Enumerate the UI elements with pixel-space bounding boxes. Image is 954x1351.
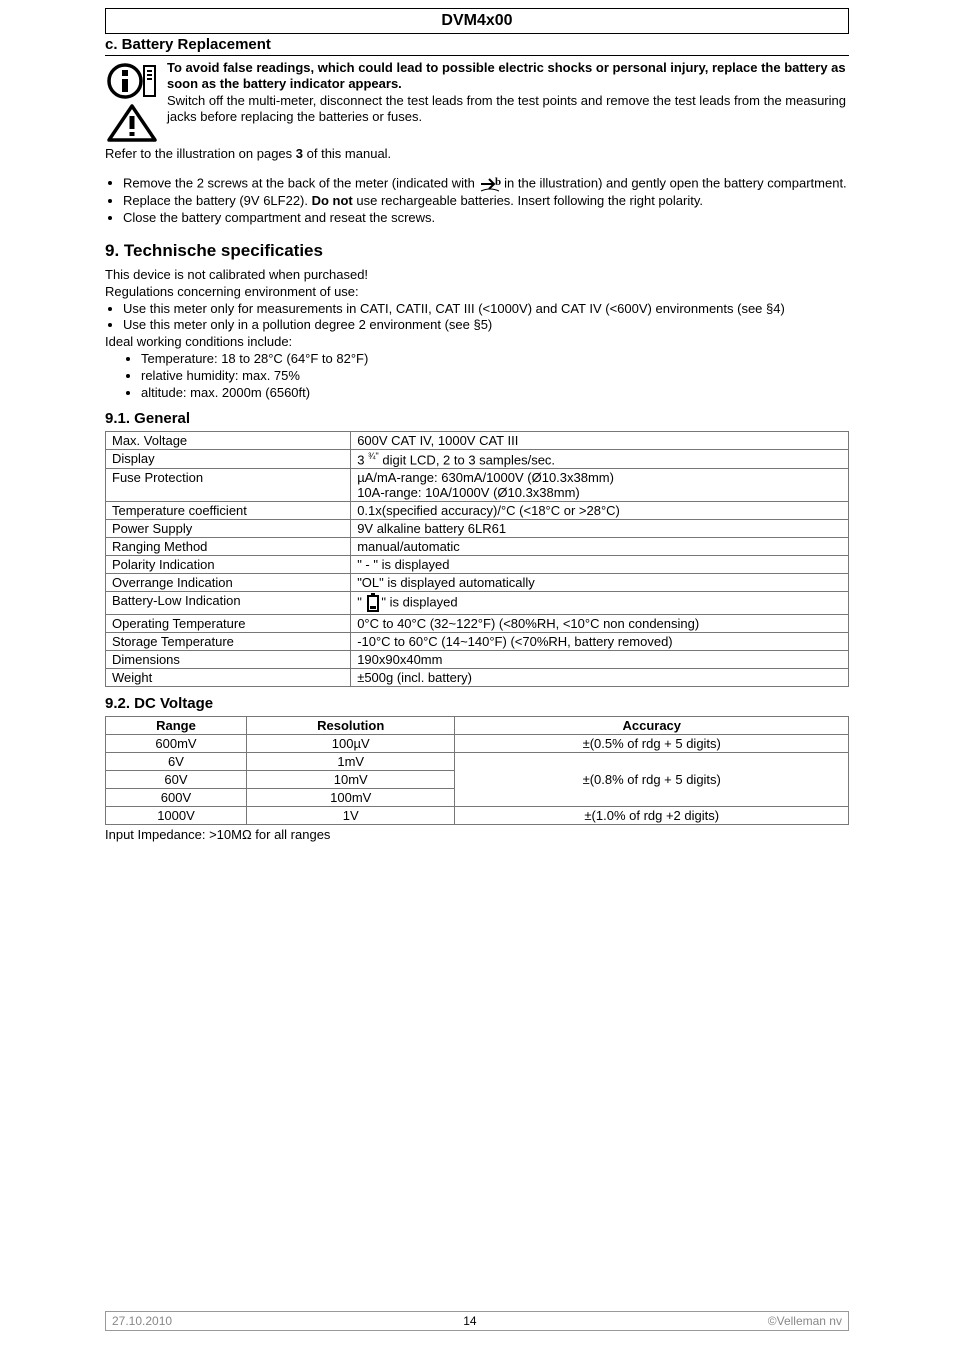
impedance-note: Input Impedance: >10MΩ for all ranges xyxy=(105,827,849,842)
read-manual-icon xyxy=(105,60,159,102)
spec-value: " " is displayed xyxy=(351,592,849,615)
dc-resolution: 100mV xyxy=(246,789,455,807)
spec-value: " - " is displayed xyxy=(351,556,849,574)
spec-key: Polarity Indication xyxy=(106,556,351,574)
spec-key: Weight xyxy=(106,669,351,687)
regs-l3: Ideal working conditions include: xyxy=(105,334,849,351)
refer-line: Refer to the illustration on pages 3 of … xyxy=(105,146,849,161)
screw-arrow-icon: b xyxy=(479,175,501,193)
dc-range: 6V xyxy=(106,753,247,771)
page-footer: 27.10.2010 14 ©Velleman nv xyxy=(105,1311,849,1331)
dc-h-accuracy: Accuracy xyxy=(455,717,849,735)
warning-text: To avoid false readings, which could lea… xyxy=(167,60,849,125)
section-c-title: c. Battery Replacement xyxy=(105,36,849,56)
spec-value: 3 ¾" digit LCD, 2 to 3 samples/sec. xyxy=(351,449,849,468)
regs-l1: This device is not calibrated when purch… xyxy=(105,267,849,284)
bullet-close-compartment: Close the battery compartment and reseat… xyxy=(123,210,849,227)
spec-key: Power Supply xyxy=(106,520,351,538)
b2a: Replace the battery (9V 6LF22). xyxy=(123,193,312,208)
spec-value: ±500g (incl. battery) xyxy=(351,669,849,687)
warning-bold: To avoid false readings, which could lea… xyxy=(167,60,846,91)
spec-value: 600V CAT IV, 1000V CAT III xyxy=(351,431,849,449)
b2bold: Do not xyxy=(312,193,353,208)
spec-key: Operating Temperature xyxy=(106,615,351,633)
spec-key: Ranging Method xyxy=(106,538,351,556)
dc-h-resolution: Resolution xyxy=(246,717,455,735)
footer-page: 14 xyxy=(463,1314,476,1328)
refer-post: of this manual. xyxy=(303,146,391,161)
dc-accuracy: ±(0.8% of rdg + 5 digits) xyxy=(455,753,849,807)
dc-resolution: 1V xyxy=(246,807,455,825)
regulations-block: This device is not calibrated when purch… xyxy=(105,267,849,402)
general-spec-table: Max. Voltage600V CAT IV, 1000V CAT IIIDi… xyxy=(105,431,849,687)
regs-c1: Temperature: 18 to 28°C (64°F to 82°F) xyxy=(141,351,849,368)
b1b: in the illustration) and gently open the… xyxy=(504,175,847,190)
dc-accuracy: ±(1.0% of rdg +2 digits) xyxy=(455,807,849,825)
spec-value: manual/automatic xyxy=(351,538,849,556)
footer-copyright: ©Velleman nv xyxy=(768,1314,842,1328)
spec-value: 190x90x40mm xyxy=(351,651,849,669)
battery-low-icon xyxy=(365,593,381,613)
dc-accuracy: ±(0.5% of rdg + 5 digits) xyxy=(455,735,849,753)
regs-b2: Use this meter only in a pollution degre… xyxy=(123,317,849,334)
spec-value: 0.1x(specified accuracy)/°C (<18°C or >2… xyxy=(351,502,849,520)
regs-l2: Regulations concerning environment of us… xyxy=(105,284,849,301)
regs-c2: relative humidity: max. 75% xyxy=(141,368,849,385)
spec-value: µA/mA-range: 630mA/1000V (Ø10.3x38mm)10A… xyxy=(351,469,849,502)
spec-value: "OL" is displayed automatically xyxy=(351,574,849,592)
b1a: Remove the 2 screws at the back of the m… xyxy=(123,175,479,190)
dc-h-range: Range xyxy=(106,717,247,735)
spec-key: Storage Temperature xyxy=(106,633,351,651)
warning-block: To avoid false readings, which could lea… xyxy=(105,60,849,144)
bullet-remove-screws: Remove the 2 screws at the back of the m… xyxy=(123,175,849,193)
bullets-1: Remove the 2 screws at the back of the m… xyxy=(105,175,849,227)
b2b: use rechargeable batteries. Insert follo… xyxy=(353,193,703,208)
spec-value: -10°C to 60°C (14~140°F) (<70%RH, batter… xyxy=(351,633,849,651)
spec-key: Overrange Indication xyxy=(106,574,351,592)
section-9-2-title: 9.2. DC Voltage xyxy=(105,695,849,712)
caution-triangle-icon xyxy=(105,102,159,144)
regs-b1: Use this meter only for measurements in … xyxy=(123,301,849,318)
footer-date: 27.10.2010 xyxy=(112,1314,172,1328)
warning-icons xyxy=(105,60,159,144)
dc-resolution: 10mV xyxy=(246,771,455,789)
dc-resolution: 100µV xyxy=(246,735,455,753)
spec-key: Max. Voltage xyxy=(106,431,351,449)
dc-range: 600mV xyxy=(106,735,247,753)
section-9-title: 9. Technische specificaties xyxy=(105,241,849,261)
spec-key: Display xyxy=(106,449,351,468)
warning-plain: Switch off the multi-meter, disconnect t… xyxy=(167,93,846,124)
spec-value: 9V alkaline battery 6LR61 xyxy=(351,520,849,538)
dc-resolution: 1mV xyxy=(246,753,455,771)
refer-pre: Refer to the illustration on pages xyxy=(105,146,296,161)
spec-key: Fuse Protection xyxy=(106,469,351,502)
dc-voltage-table: Range Resolution Accuracy 600mV100µV±(0.… xyxy=(105,716,849,825)
spec-key: Dimensions xyxy=(106,651,351,669)
refer-bold: 3 xyxy=(296,146,303,161)
dc-range: 60V xyxy=(106,771,247,789)
bullet-replace-battery: Replace the battery (9V 6LF22). Do not u… xyxy=(123,193,849,210)
svg-text:b: b xyxy=(495,176,501,188)
regs-c3: altitude: max. 2000m (6560ft) xyxy=(141,385,849,402)
spec-value: 0°C to 40°C (32~122°F) (<80%RH, <10°C no… xyxy=(351,615,849,633)
spec-key: Battery-Low Indication xyxy=(106,592,351,615)
section-9-1-title: 9.1. General xyxy=(105,410,849,427)
dc-range: 1000V xyxy=(106,807,247,825)
doc-header: DVM4x00 xyxy=(105,8,849,34)
dc-range: 600V xyxy=(106,789,247,807)
spec-key: Temperature coefficient xyxy=(106,502,351,520)
